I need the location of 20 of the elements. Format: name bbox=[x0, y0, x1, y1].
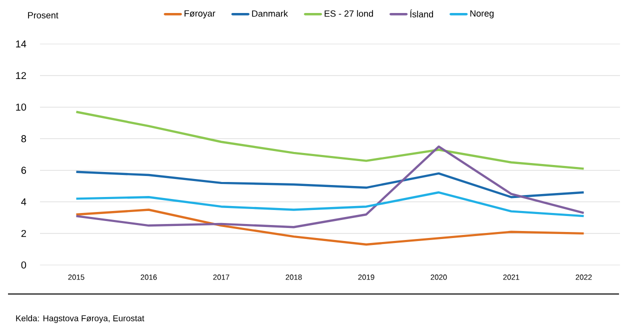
y-tick-label: 14 bbox=[16, 40, 26, 48]
line-series bbox=[75, 191, 585, 218]
y-tick-label: 12 bbox=[16, 72, 26, 80]
line-series bbox=[75, 208, 585, 246]
y-tick-label: 8 bbox=[21, 135, 26, 142]
legend-label: ES - 27 lond bbox=[324, 10, 373, 17]
y-tick-label: 2 bbox=[21, 230, 26, 237]
line-series bbox=[75, 110, 585, 170]
line-series bbox=[75, 146, 585, 228]
legend-label: Danmark bbox=[252, 10, 288, 17]
y-tick-label: 10 bbox=[16, 104, 26, 111]
legend-label: Ísland bbox=[410, 10, 434, 18]
line-series bbox=[75, 170, 585, 198]
y-tick-label: 6 bbox=[21, 166, 26, 174]
legend-label: Noreg bbox=[470, 10, 494, 18]
legend-label: Føroyar bbox=[184, 10, 216, 18]
y-tick-label: 0 bbox=[21, 261, 26, 269]
y-tick-label: 4 bbox=[21, 198, 26, 206]
text: Kelda: Hagstova Føroya, Eurostat bbox=[16, 315, 144, 323]
y-axis-title: Prosent bbox=[28, 12, 58, 18]
